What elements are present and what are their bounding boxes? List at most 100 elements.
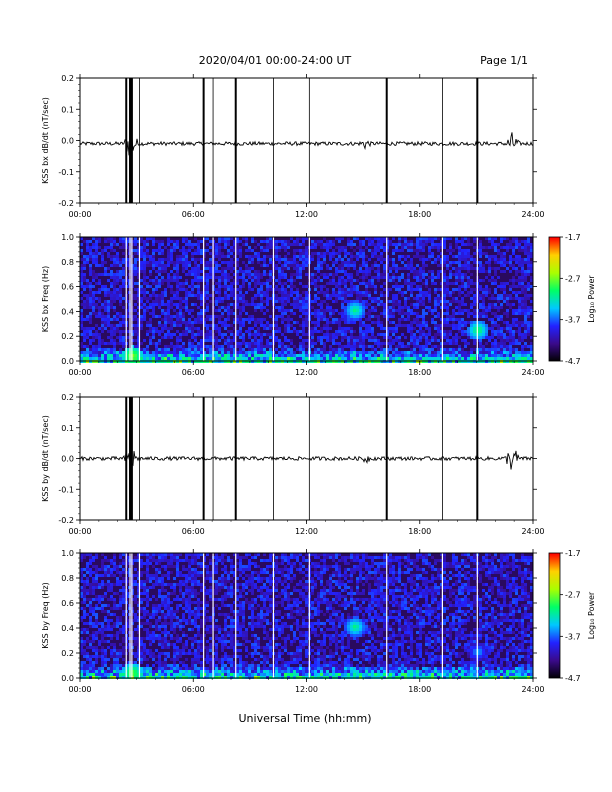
spectrogram-cell xyxy=(428,291,431,294)
spectrogram-cell xyxy=(527,273,530,276)
spectrogram-cell xyxy=(206,348,209,351)
spectrogram-cell xyxy=(86,640,89,643)
spectrogram-cell xyxy=(347,315,350,318)
spectrogram-cell xyxy=(488,255,491,258)
spectrogram-cell xyxy=(368,327,371,330)
colorbar-slice xyxy=(549,353,560,355)
spectrogram-cell xyxy=(347,300,350,303)
spectrogram-cell xyxy=(83,598,86,601)
spectrogram-cell xyxy=(434,237,437,240)
spectrogram-cell xyxy=(320,264,323,267)
spectrogram-cell xyxy=(302,309,305,312)
spectrogram-cell xyxy=(161,357,164,360)
spectrogram-cell xyxy=(167,282,170,285)
spectrogram-cell xyxy=(95,354,98,357)
spectrogram-cell xyxy=(332,348,335,351)
spectrogram-cell xyxy=(143,348,146,351)
spectrogram-cell xyxy=(203,312,206,315)
spectrogram-cell xyxy=(350,351,353,354)
spectrogram-cell xyxy=(437,348,440,351)
spectrogram-cell xyxy=(185,243,188,246)
spectrogram-cell xyxy=(311,321,314,324)
spectrogram-cell xyxy=(500,297,503,300)
spectrogram-cell xyxy=(467,291,470,294)
spectrogram-cell xyxy=(437,312,440,315)
colorbar-slice xyxy=(549,344,560,346)
spectrogram-cell xyxy=(506,282,509,285)
spectrogram-cell xyxy=(374,297,377,300)
spectrogram-cell xyxy=(509,336,512,339)
spectrogram-cell xyxy=(482,336,485,339)
spectrogram-cell xyxy=(278,258,281,261)
spectrogram-cell xyxy=(389,342,392,345)
spectrogram-cell xyxy=(122,330,125,333)
spectrogram-cell xyxy=(107,267,110,270)
spectrogram-cell xyxy=(224,321,227,324)
spectrogram-cell xyxy=(488,246,491,249)
spectrogram-cell xyxy=(170,357,173,360)
spectrogram-cell xyxy=(479,261,482,264)
spectrogram-cell xyxy=(335,285,338,288)
spectrogram-cell xyxy=(185,303,188,306)
spectrogram-cell xyxy=(509,327,512,330)
spectrogram-cell xyxy=(281,357,284,360)
spectrogram-cell xyxy=(170,249,173,252)
spectrogram-cell xyxy=(512,276,515,279)
spectrogram-cell xyxy=(185,291,188,294)
spectrogram-cell xyxy=(386,249,389,252)
spectrogram-cell xyxy=(314,312,317,315)
spectrogram-cell xyxy=(422,243,425,246)
spectrogram-cell xyxy=(389,321,392,324)
spectrogram-cell xyxy=(338,285,341,288)
spectrogram-cell xyxy=(479,297,482,300)
spectrogram-cell xyxy=(347,330,350,333)
spectrogram-cell xyxy=(89,300,92,303)
spectrogram-cell xyxy=(407,306,410,309)
spectrogram-cell xyxy=(395,348,398,351)
spectrogram-cell xyxy=(89,622,92,625)
spectrogram-cell xyxy=(473,267,476,270)
spectrogram-cell xyxy=(380,240,383,243)
spectrogram-cell xyxy=(254,273,257,276)
spectrogram-cell xyxy=(185,333,188,336)
spectrogram-cell xyxy=(203,333,206,336)
spectrogram-cell xyxy=(509,258,512,261)
spectrogram-cell xyxy=(359,276,362,279)
spectrogram-cell xyxy=(263,246,266,249)
spectrogram-cell xyxy=(86,589,89,592)
spectrogram-cell xyxy=(368,354,371,357)
spectrogram-cell xyxy=(377,321,380,324)
spectrogram-cell xyxy=(368,312,371,315)
spectrogram-cell xyxy=(251,333,254,336)
spectrogram-cell xyxy=(341,345,344,348)
spectrogram-cell xyxy=(329,297,332,300)
spectrogram-cell xyxy=(296,303,299,306)
spectrogram-cell xyxy=(344,336,347,339)
spectrogram-cell xyxy=(200,318,203,321)
spectrogram-cell xyxy=(107,252,110,255)
spectrogram-cell xyxy=(434,327,437,330)
spectrogram-cell xyxy=(449,324,452,327)
spectrogram-cell xyxy=(479,333,482,336)
spectrogram-cell xyxy=(200,330,203,333)
spectrogram-cell xyxy=(410,267,413,270)
spectrogram-cell xyxy=(353,243,356,246)
spectrogram-cell xyxy=(188,270,191,273)
spectrogram-cell xyxy=(359,291,362,294)
spectrogram-cell xyxy=(197,312,200,315)
spectrogram-cell xyxy=(296,354,299,357)
spectrogram-cell xyxy=(248,354,251,357)
spectrogram-cell xyxy=(227,297,230,300)
spectrogram-cell xyxy=(89,583,92,586)
spectrogram-cell xyxy=(419,246,422,249)
spectrogram-cell xyxy=(95,282,98,285)
colorbar-slice xyxy=(549,237,560,239)
spectrogram-cell xyxy=(242,333,245,336)
spectrogram-cell xyxy=(221,306,224,309)
spectrogram-cell xyxy=(230,354,233,357)
spectrogram-cell xyxy=(443,276,446,279)
spectrogram-cell xyxy=(452,324,455,327)
spectrogram-cell xyxy=(251,255,254,258)
spectrogram-cell xyxy=(404,318,407,321)
spectrogram-cell xyxy=(176,345,179,348)
